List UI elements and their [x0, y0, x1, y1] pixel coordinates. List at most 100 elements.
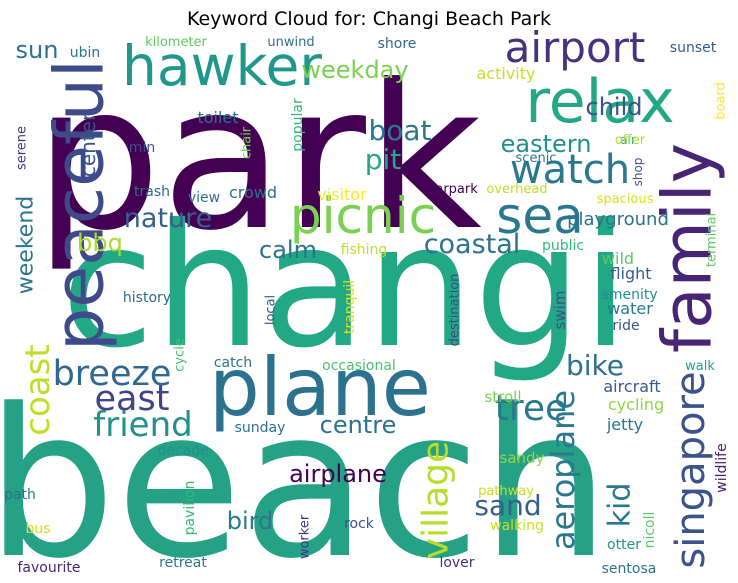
word-water: water [607, 299, 653, 318]
word-sun: sun [16, 36, 59, 64]
word-bbq: bbq [77, 229, 123, 257]
word-occasional: occasional [322, 358, 396, 374]
word-sunset: sunset [670, 40, 717, 56]
word-weekend: weekend [14, 196, 39, 294]
word-bus: bus [25, 521, 50, 537]
word-pathway: pathway [478, 484, 534, 499]
word-board: board [714, 82, 729, 120]
word-changi: changi [61, 188, 629, 386]
word-centre: centre [320, 411, 397, 439]
word-jetty: jetty [606, 415, 643, 434]
word-aeroplane: aeroplane [544, 390, 582, 550]
word-spacious: spacious [597, 192, 654, 207]
word-calm: calm [259, 236, 317, 264]
word-chair: chair [240, 126, 255, 159]
word-activity: activity [477, 64, 536, 83]
word-trash: trash [134, 184, 170, 200]
word-stroll: stroll [484, 388, 521, 406]
word-family: family [649, 143, 728, 353]
word-coast: coast [18, 344, 58, 435]
word-airport: airport [505, 23, 646, 72]
word-destination: destination [448, 274, 463, 347]
word-coastal: coastal [424, 229, 521, 260]
word-village: village [416, 441, 457, 559]
word-watch: watch [510, 147, 630, 193]
word-boat: boat [368, 114, 431, 147]
word-public: public [542, 238, 584, 254]
word-worker: worker [298, 514, 313, 559]
word-flight: flight [610, 264, 651, 283]
word-cycle: cycle [173, 338, 188, 372]
word-park: park [34, 42, 482, 275]
word-picnic: picnic [290, 187, 436, 245]
word-history: history [123, 290, 171, 306]
word-wild: wild [602, 249, 634, 268]
word-sea: sea [496, 187, 583, 245]
word-ride: ride [612, 318, 639, 334]
word-favourite: favourite [18, 560, 81, 576]
word-child: child [586, 93, 643, 121]
word-eastern: eastern [501, 130, 592, 158]
word-bird: bird [227, 507, 274, 535]
word-popular: popular [290, 98, 306, 152]
word-amenity: amenity [600, 287, 657, 303]
word-toilet: toilet [197, 108, 238, 127]
word-breeze: breeze [53, 354, 172, 394]
word-airplane: airplane [289, 460, 387, 488]
word-retreat: retreat [159, 555, 207, 571]
word-sand: sand [474, 489, 541, 522]
word-terminal: terminal [705, 213, 720, 267]
word-relax: relax [525, 67, 674, 137]
word-serene: serene [15, 126, 30, 170]
word-center: center [76, 112, 100, 177]
word-catch: catch [214, 355, 252, 371]
word-shop: shop [631, 158, 645, 187]
word-fishing: fishing [341, 242, 388, 258]
word-swim: swim [551, 291, 569, 330]
word-overhead: overhead [486, 182, 547, 197]
word-min: min [129, 140, 155, 156]
word-nature: nature [124, 203, 212, 234]
word-visitor: visitor [317, 185, 367, 204]
word-tree: tree [495, 388, 567, 429]
word-wildlife: wildlife [714, 443, 730, 492]
word-offer: offer [615, 133, 646, 148]
word-kid: kid [603, 483, 638, 528]
word-cycling: cycling [608, 395, 664, 414]
word-otter: otter [607, 537, 641, 553]
figure-title: Keyword Cloud for: Changi Beach Park [186, 8, 552, 30]
word-walk: walk [685, 359, 715, 374]
word-nicoll: nicoll [642, 512, 658, 549]
word-shore: shore [378, 36, 417, 52]
word-decade: decade [157, 443, 208, 459]
word-tranquil: tranquil [342, 280, 358, 334]
word-air: air [620, 133, 636, 147]
word-local: local [264, 295, 279, 325]
word-ubin: ubin [70, 45, 101, 61]
word-rock: rock [344, 516, 375, 532]
word-scenic: scenic [516, 151, 557, 166]
word-peaceful: peaceful [41, 59, 120, 351]
word-pavilion: pavilion [182, 481, 198, 536]
word-kilometer: kilometer [145, 35, 207, 50]
word-playground: playground [567, 209, 669, 230]
word-aircraft: aircraft [603, 377, 660, 396]
word-lover: lover [439, 555, 474, 571]
word-path: path [4, 487, 36, 503]
word-beach: beach [0, 366, 610, 583]
word-pit: pit [365, 143, 402, 176]
word-crowd: crowd [229, 183, 277, 202]
word-view: view [188, 190, 220, 206]
word-unwind: unwind [267, 35, 314, 50]
word-east: east [95, 379, 170, 419]
word-sunday: sunday [235, 420, 286, 436]
word-sandy: sandy [500, 449, 545, 467]
word-sentosa: sentosa [602, 561, 657, 577]
word-friend: friend [93, 405, 192, 445]
word-walking: walking [490, 518, 544, 534]
word-bike: bike [566, 349, 624, 382]
word-hawker: hawker [122, 34, 322, 98]
word-weekday: weekday [301, 56, 408, 84]
